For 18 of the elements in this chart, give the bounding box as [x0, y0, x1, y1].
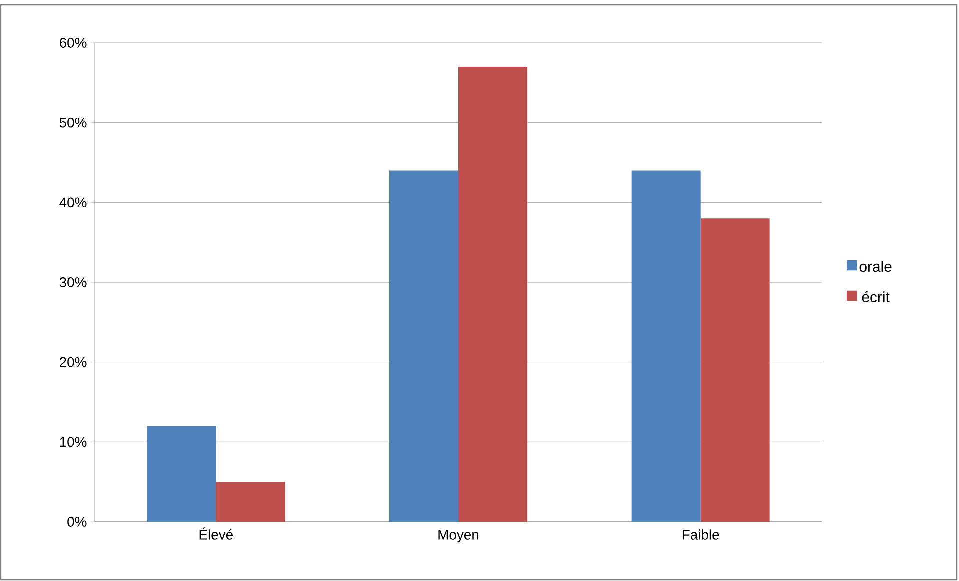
x-tick-label: Faible [682, 530, 720, 540]
bar [216, 482, 286, 522]
y-tick-label: 30% [60, 278, 87, 288]
y-tick-label: 40% [60, 198, 87, 208]
x-tick-label: Élevé [200, 528, 233, 540]
bar [700, 218, 770, 522]
bar [390, 170, 459, 522]
bar [632, 170, 701, 522]
y-tick-label: 60% [60, 38, 87, 48]
y-tick-label: 20% [60, 357, 87, 368]
y-tick-label: 50% [60, 118, 87, 128]
x-tick-label: Moyen [438, 530, 479, 543]
bar [458, 66, 528, 522]
bar [147, 426, 216, 522]
legend-label: orale [860, 261, 892, 272]
legend-label: écrit [862, 291, 890, 303]
y-tick-label: 10% [60, 437, 87, 448]
y-tick-label: 0% [68, 517, 87, 527]
